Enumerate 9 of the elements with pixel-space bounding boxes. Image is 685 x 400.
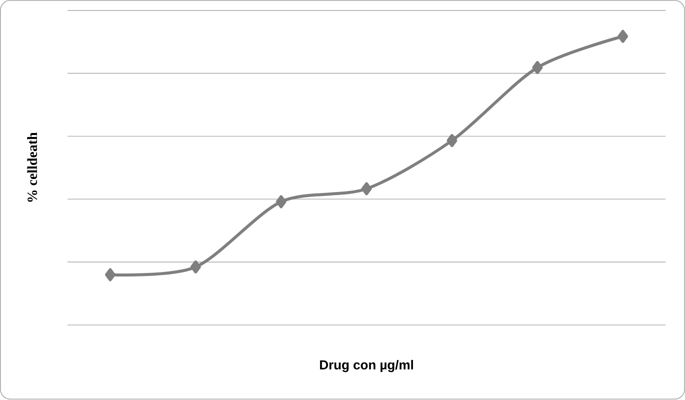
- point: [104, 268, 116, 282]
- point: [618, 30, 628, 44]
- point: [276, 195, 286, 209]
- y-axis-title: % celldeath: [27, 132, 38, 202]
- point: [190, 260, 201, 274]
- point: [446, 134, 458, 148]
- point: [361, 182, 372, 196]
- point: [532, 61, 543, 74]
- x-axis-title: Drug con µg/ml: [320, 360, 413, 372]
